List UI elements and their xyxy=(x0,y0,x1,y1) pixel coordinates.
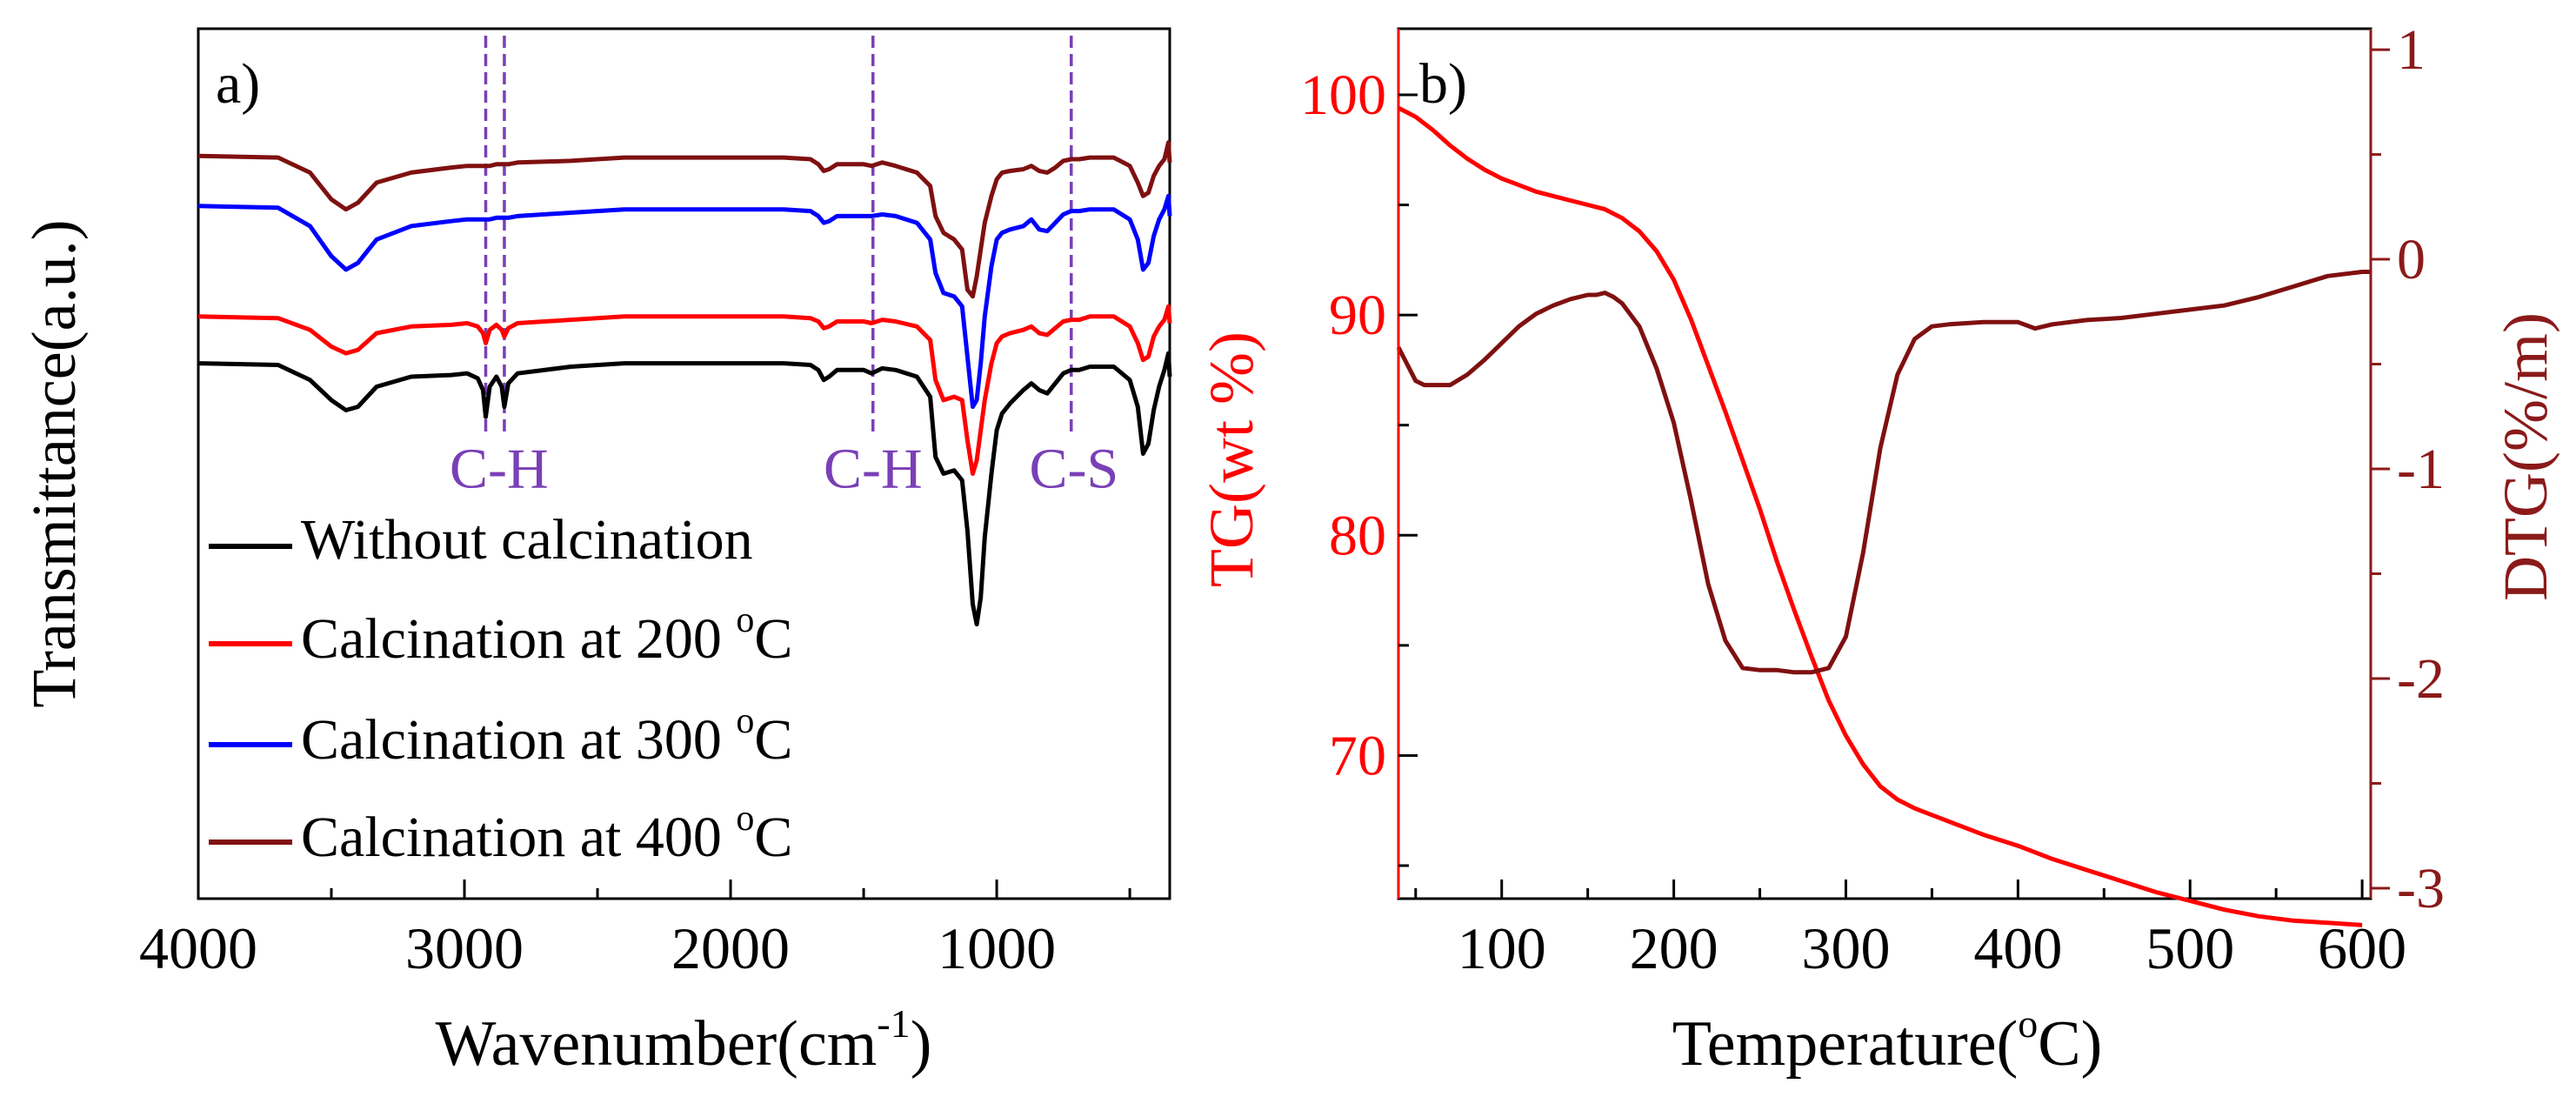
panel-b-series-group xyxy=(1396,105,2371,927)
panel-b-label: b) xyxy=(1419,52,1467,116)
panel-b-right-tick-label--3: -3 xyxy=(2397,857,2445,920)
panel-b-right-tick-label-0: 0 xyxy=(2397,228,2426,291)
panel-b-x-axis-ticks: 100 200 300 400 500 600 xyxy=(1414,880,2406,981)
panel-b-left-tick-label-90: 90 xyxy=(1329,284,1386,347)
annotation-c-h-1465: C-H xyxy=(824,438,923,501)
panel-b-left-tick-label-70: 70 xyxy=(1329,724,1386,787)
panel-a-legend: Without calcination Calcination at 200 o… xyxy=(209,508,792,869)
panel-b-x-tick-label-600: 600 xyxy=(2318,915,2406,981)
panel-b-right-y-axis-ticks: -3 -2 -1 0 1 xyxy=(2369,18,2445,920)
series-line-tg xyxy=(1397,105,2363,927)
panel-b-left-y-axis-ticks: 70 80 90 100 xyxy=(1300,29,1418,899)
panel-a-x-tick-label-2000: 2000 xyxy=(671,915,790,981)
panel-a-x-axis-ticks: 4000 3000 2000 1000 xyxy=(139,880,1131,981)
legend-entry-without-calcination: Without calcination xyxy=(209,508,753,572)
panel-a-x-tick-label-3000: 3000 xyxy=(405,915,524,981)
panel-b-x-tick-label-400: 400 xyxy=(1973,915,2062,981)
panel-a-series-group xyxy=(197,140,1172,627)
legend-entry-200c: Calcination at 200 oC xyxy=(209,600,792,671)
series-line-dtg xyxy=(1396,270,2371,675)
annotation-c-s-710: C-S xyxy=(1029,438,1118,501)
panel-b-x-tick-label-500: 500 xyxy=(2146,915,2234,981)
panel-b-plot-frame xyxy=(1397,27,2372,900)
legend-label-400c: Calcination at 400 oC xyxy=(301,799,792,869)
annotation-c-h-2870: C-H xyxy=(450,438,549,501)
panel-b-left-tick-label-80: 80 xyxy=(1329,504,1386,567)
legend-label-200c: Calcination at 200 oC xyxy=(301,600,792,671)
panel-b-x-tick-label-100: 100 xyxy=(1458,915,1546,981)
series-line-calcination-at-300-c xyxy=(197,193,1172,410)
panel-b-right-y-axis-label: DTG(%/m) xyxy=(2491,312,2560,601)
legend-label-300c: Calcination at 300 oC xyxy=(301,701,792,772)
legend-label-without-calcination: Without calcination xyxy=(301,508,753,572)
legend-entry-400c: Calcination at 400 oC xyxy=(209,799,792,869)
panel-b-right-tick-label--1: -1 xyxy=(2397,438,2445,501)
panel-b-x-axis-label: Temperature(oC) xyxy=(1672,1001,2102,1080)
panel-b-right-tick-label-1: 1 xyxy=(2397,18,2426,82)
panel-a-annotations: C-H C-H C-S xyxy=(450,438,1118,501)
panel-a-x-tick-label-4000: 4000 xyxy=(139,915,257,981)
panel-b-right-tick-label--2: -2 xyxy=(2397,647,2445,711)
panel-b-x-tick-label-200: 200 xyxy=(1630,915,1718,981)
series-line-calcination-at-200-c xyxy=(197,304,1172,476)
series-line-calcination-at-400-c xyxy=(197,140,1172,299)
panel-b-left-y-axis-label: TG(wt %) xyxy=(1197,331,1266,587)
panel-a-plot-frame xyxy=(197,27,1171,900)
series-line-without-calcination xyxy=(197,351,1172,627)
panel-a-label: a) xyxy=(216,52,260,116)
panel-b-x-tick-label-300: 300 xyxy=(1801,915,1890,981)
panel-a-x-tick-label-1000: 1000 xyxy=(938,915,1056,981)
panel-b-tga-chart: b) 100 200 300 400 500 600 70 80 90 100 -3 -2 -1 0 1… xyxy=(1197,18,2560,1080)
panel-b-left-tick-label-100: 100 xyxy=(1300,64,1386,127)
legend-entry-300c: Calcination at 300 oC xyxy=(209,701,792,772)
panel-a-y-axis-label: Transmittance(a.u.) xyxy=(19,219,89,707)
panel-a-ftir-chart: a) C-H C-H C-S 4000 3000 2000 1000 Without ca… xyxy=(19,27,1172,1080)
panel-a-x-axis-label: Wavenumber(cm-1) xyxy=(436,1001,932,1080)
